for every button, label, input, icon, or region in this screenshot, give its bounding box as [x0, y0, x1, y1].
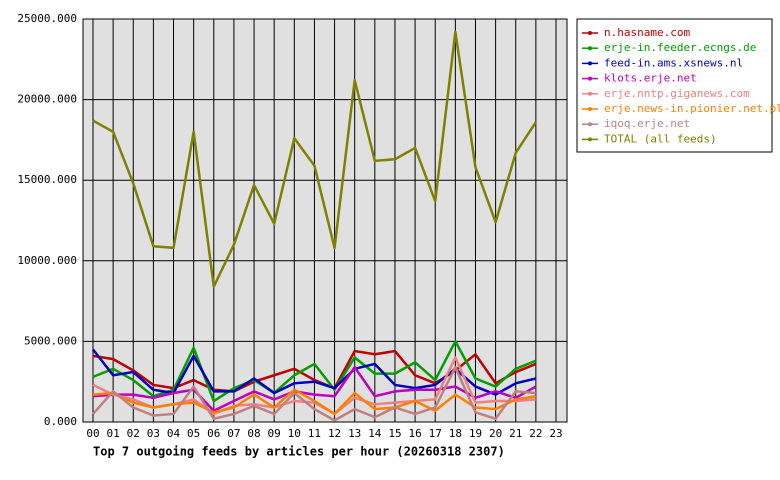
x-tick-label: 15 — [388, 427, 401, 440]
legend-marker — [588, 46, 592, 51]
series-line — [92, 365, 537, 412]
legend-marker — [588, 122, 592, 127]
legend-label: iqoq.erje.net — [604, 117, 690, 130]
x-tick-label: 18 — [449, 427, 462, 440]
x-tick-label: 04 — [167, 427, 181, 440]
legend-marker — [588, 107, 592, 111]
x-tick-label: 20 — [489, 427, 502, 440]
y-tick-label: 25000.000 — [17, 12, 77, 25]
x-tick-label: 05 — [187, 427, 200, 440]
x-tick-label: 10 — [288, 427, 301, 440]
x-tick-label: 06 — [207, 427, 220, 440]
x-tick-label: 09 — [268, 427, 281, 440]
legend-marker — [588, 31, 592, 35]
x-tick-label: 00 — [86, 427, 99, 440]
plot-border — [82, 18, 568, 423]
legend-label: TOTAL (all feeds) — [604, 132, 717, 145]
x-tick-label: 23 — [549, 427, 562, 440]
x-tick-label: 01 — [107, 427, 120, 440]
y-tick-label: 0.000 — [44, 415, 77, 428]
x-tick-label: 14 — [368, 427, 382, 440]
x-tick-label: 17 — [429, 427, 442, 440]
legend-label: feed-in.ams.xsnews.nl — [604, 56, 743, 69]
y-tick-label: 20000.000 — [17, 93, 77, 106]
x-tick-label: 11 — [308, 427, 321, 440]
series-line — [92, 365, 536, 422]
series-line — [92, 30, 537, 288]
x-tick-label: 16 — [408, 427, 421, 440]
y-tick-label: 10000.000 — [17, 254, 77, 267]
legend-label: n.hasname.com — [604, 26, 690, 39]
legend-marker — [588, 91, 592, 96]
x-tick-label: 21 — [509, 427, 522, 440]
legend-marker — [588, 137, 592, 142]
x-tick-label: 19 — [469, 427, 482, 440]
x-tick-label: 03 — [147, 427, 160, 440]
legend-marker — [588, 76, 592, 81]
legend-label: klots.erje.net — [604, 72, 697, 85]
series-line — [92, 388, 537, 416]
plot-area — [83, 19, 567, 422]
chart-title: Top 7 outgoing feeds by articles per hou… — [93, 445, 505, 459]
x-tick-label: 02 — [127, 427, 140, 440]
legend-label: erje.news-in.pionier.net.pl — [604, 102, 780, 115]
y-tick-label: 15000.000 — [17, 173, 77, 186]
y-tick-label: 5000.000 — [24, 334, 77, 347]
x-tick-label: 08 — [247, 427, 260, 440]
legend-label: erje-in.feeder.ecngs.de — [604, 41, 756, 54]
legend-marker — [588, 61, 592, 66]
legend-label: erje.nntp.giganews.com — [604, 87, 750, 100]
x-tick-label: 07 — [227, 427, 240, 440]
x-tick-label: 22 — [529, 427, 542, 440]
x-tick-label: 12 — [328, 427, 341, 440]
x-tick-label: 13 — [348, 427, 361, 440]
series-line — [92, 349, 537, 393]
legend-box — [576, 18, 773, 153]
